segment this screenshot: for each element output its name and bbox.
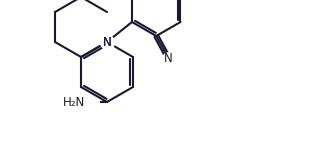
Text: N: N — [103, 36, 111, 48]
Text: N: N — [103, 36, 111, 48]
Text: N: N — [164, 51, 173, 64]
Text: H₂N: H₂N — [63, 96, 85, 108]
